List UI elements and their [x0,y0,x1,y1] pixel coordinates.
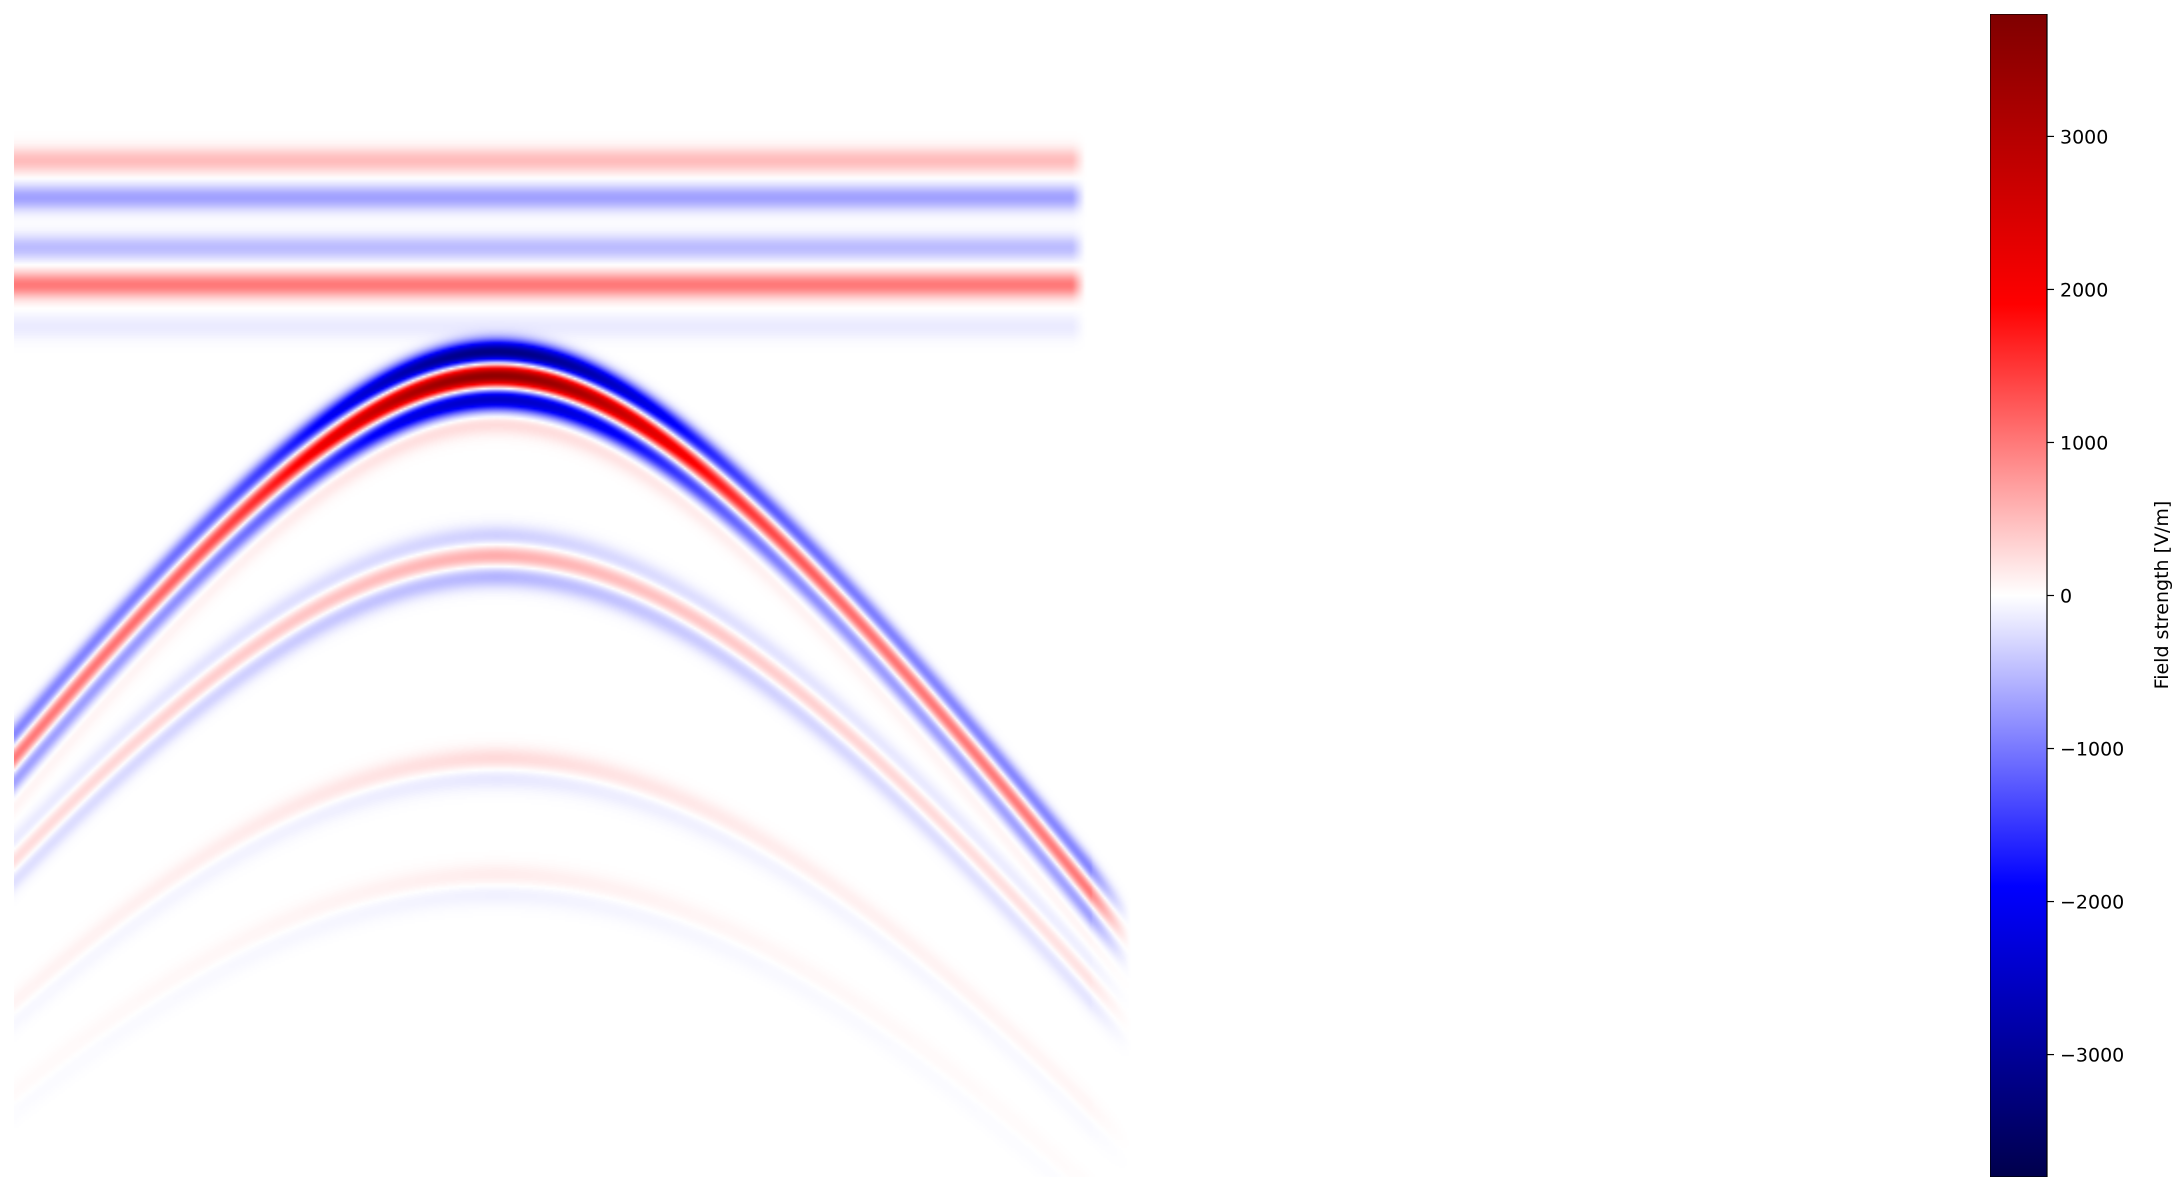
colorbar-ticks: 3000 2000 1000 0 −1000 −2000 −3000 [2047,126,2124,1067]
colorbar-label: Field strength [V/m] [2151,501,2173,690]
colorbar-tick-label: 3000 [2060,126,2108,148]
radargram-heatmap [14,14,1874,1177]
colorbar-tick-label: 1000 [2060,432,2108,454]
colorbar-tick-label: −3000 [2060,1045,2124,1067]
colorbar-tick-label: −2000 [2060,892,2124,914]
colorbar-tick-label: 0 [2060,586,2072,608]
colorbar: 3000 2000 1000 0 −1000 −2000 −3000 Field stren… [1990,14,2173,1177]
colorbar-tick-label: 2000 [2060,279,2108,301]
colorbar-tick-label: −1000 [2060,739,2124,761]
colorbar-gradient [1990,14,2048,1177]
